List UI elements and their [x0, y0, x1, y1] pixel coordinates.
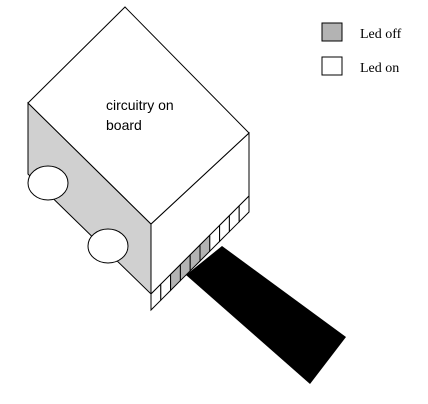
black-track [186, 246, 346, 384]
rear-wheel [27, 165, 69, 201]
front-wheel [87, 228, 129, 264]
legend-swatch-led-off [321, 22, 343, 42]
legend: Led off Led on [321, 22, 402, 76]
legend-label-led-off: Led off [360, 27, 402, 42]
sensor-led [238, 194, 250, 224]
robot-top-face [27, 6, 250, 225]
board-label-line1: circuitry on [106, 97, 174, 113]
legend-swatch-led-on [321, 56, 343, 76]
board-label-line2: board [106, 117, 142, 133]
legend-label-led-on: Led on [360, 61, 399, 76]
sensor-strip [150, 194, 250, 312]
